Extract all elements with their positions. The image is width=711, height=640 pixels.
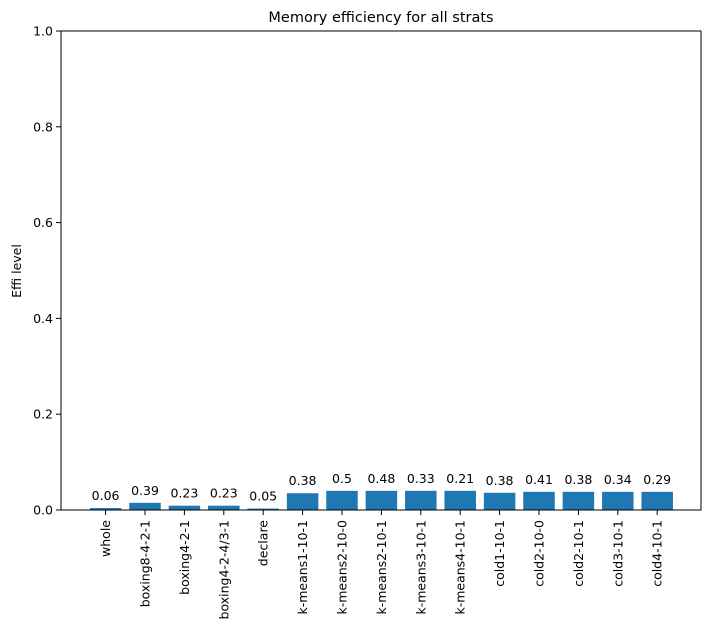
data-label: 0.38	[486, 473, 514, 488]
data-label: 0.38	[564, 472, 592, 487]
data-label: 0.06	[92, 488, 120, 503]
data-label: 0.38	[289, 473, 317, 488]
data-label: 0.34	[604, 472, 632, 487]
data-label: 0.23	[170, 486, 198, 501]
bar	[89, 508, 122, 510]
x-tick-label: k-means2-10-1	[374, 520, 389, 615]
bar	[405, 490, 437, 510]
x-tick-label: declare	[256, 520, 271, 566]
data-label: 0.41	[525, 472, 553, 487]
bar	[168, 505, 201, 510]
x-tick-label: whole	[98, 520, 113, 557]
data-label: 0.29	[643, 472, 671, 487]
bar	[523, 491, 555, 510]
data-label: 0.21	[446, 471, 474, 486]
x-tick-label: cold4-10-1	[650, 520, 665, 587]
y-tick-label: 0.6	[33, 215, 53, 230]
bar	[326, 490, 358, 510]
y-axis-label: Effi level	[9, 244, 24, 298]
data-label: 0.48	[367, 471, 395, 486]
bar	[641, 491, 673, 510]
bars-group	[89, 490, 673, 510]
data-label: 0.05	[249, 489, 277, 504]
x-tick-label: boxing4-2-1	[177, 520, 192, 595]
data-label: 0.39	[131, 483, 159, 498]
y-tick-label: 1.0	[33, 24, 53, 39]
x-tick-label: cold2-10-1	[571, 520, 586, 587]
bar	[483, 492, 516, 510]
chart-title: Memory efficiency for all strats	[268, 10, 493, 26]
y-tick-label: 0.0	[33, 503, 53, 518]
x-tick-label: k-means4-10-1	[453, 520, 468, 615]
x-tick-label: cold3-10-1	[610, 520, 625, 587]
plot-frame	[60, 30, 702, 511]
data-label: 0.23	[210, 486, 238, 501]
y-tick-label: 0.8	[33, 119, 53, 134]
x-tick-label: cold2-10-0	[532, 520, 547, 587]
x-tick-label: k-means2-10-0	[335, 520, 350, 615]
y-axis: 0.0 0.2 0.4 0.6 0.8 1.0	[33, 24, 61, 518]
y-tick-label: 0.2	[33, 407, 53, 422]
x-axis: whole boxing8-4-2-1 boxing4-2-1 boxing4-2-4…	[98, 510, 665, 619]
data-label: 0.33	[407, 471, 435, 486]
x-tick-label: boxing4-2-4/3-1	[216, 520, 231, 619]
bar	[365, 490, 398, 510]
x-tick-label: k-means3-10-1	[413, 520, 428, 615]
bar	[247, 508, 279, 510]
x-tick-label: boxing8-4-2-1	[138, 520, 153, 607]
bar	[286, 493, 319, 510]
bar	[129, 502, 161, 510]
data-label: 0.5	[332, 471, 352, 486]
bar	[444, 490, 476, 510]
bar	[602, 491, 634, 510]
bar	[562, 491, 595, 510]
y-tick-label: 0.4	[33, 311, 53, 326]
x-tick-label: cold1-10-1	[492, 520, 507, 587]
data-labels-group: 0.06 0.39 0.23 0.23 0.05 0.38 0.5 0.48 0.33 0.21 0…	[92, 471, 671, 504]
bar	[208, 505, 240, 510]
x-tick-label: k-means1-10-1	[295, 520, 310, 615]
